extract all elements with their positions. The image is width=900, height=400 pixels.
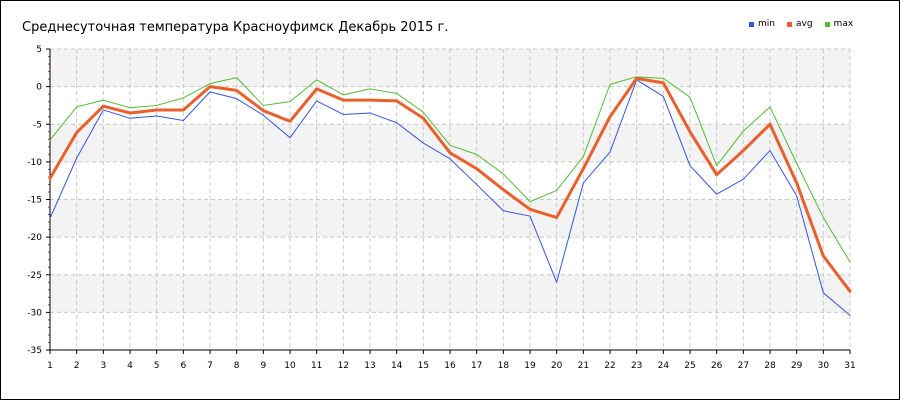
legend-label-avg: avg bbox=[795, 19, 813, 29]
legend-swatch-min bbox=[749, 21, 754, 27]
x-tick-label: 9 bbox=[260, 361, 266, 371]
x-tick-label: 1 bbox=[47, 361, 53, 371]
x-tick-label: 22 bbox=[604, 361, 615, 371]
y-tick-label: -35 bbox=[27, 346, 42, 356]
series-line-max bbox=[49, 76, 851, 263]
y-tick-label: -20 bbox=[27, 233, 42, 243]
x-tick-label: 10 bbox=[284, 361, 296, 371]
x-tick-label: 16 bbox=[444, 361, 456, 371]
y-tick-label: 5 bbox=[36, 45, 42, 55]
x-tick-label: 15 bbox=[418, 361, 429, 371]
x-tick-label: 11 bbox=[311, 361, 322, 371]
x-tick-label: 24 bbox=[658, 361, 670, 371]
legend-label-max: max bbox=[833, 19, 854, 29]
x-tick-label: 27 bbox=[738, 361, 749, 371]
x-tick-label: 28 bbox=[764, 361, 776, 371]
legend-swatch-avg bbox=[786, 21, 792, 27]
x-tick-label: 19 bbox=[524, 361, 536, 371]
x-tick-label: 14 bbox=[391, 361, 403, 371]
y-tick-label: -15 bbox=[27, 196, 42, 206]
x-tick-label: 12 bbox=[338, 361, 349, 371]
x-tick-label: 4 bbox=[127, 361, 133, 371]
x-tick-label: 26 bbox=[711, 361, 723, 371]
x-tick-label: 7 bbox=[207, 361, 213, 371]
x-tick-label: 17 bbox=[471, 361, 482, 371]
x-tick-label: 31 bbox=[844, 361, 855, 371]
x-tick-label: 13 bbox=[364, 361, 375, 371]
legend: min avg max bbox=[749, 17, 865, 31]
x-tick-label: 3 bbox=[100, 361, 106, 371]
legend-item-min: min bbox=[749, 19, 775, 29]
y-tick-label: -25 bbox=[27, 271, 42, 281]
x-tick-label: 21 bbox=[578, 361, 589, 371]
chart-title: Среднесуточная температура Красноуфимск … bbox=[22, 20, 449, 35]
x-tick-label: 20 bbox=[551, 361, 563, 371]
series-line-avg bbox=[48, 76, 852, 293]
x-tick-label: 6 bbox=[180, 361, 186, 371]
x-tick-label: 8 bbox=[234, 361, 240, 371]
legend-label-min: min bbox=[758, 19, 775, 29]
legend-swatch-max bbox=[824, 21, 830, 27]
y-tick-label: -30 bbox=[27, 308, 42, 318]
x-tick-label: 23 bbox=[631, 361, 642, 371]
x-tick-label: 5 bbox=[154, 361, 160, 371]
legend-item-avg: avg bbox=[786, 19, 813, 29]
y-tick-label: 0 bbox=[36, 83, 42, 93]
x-tick-label: 2 bbox=[74, 361, 80, 371]
x-tick-label: 30 bbox=[818, 361, 830, 371]
legend-item-max: max bbox=[824, 19, 854, 29]
series-line-min bbox=[49, 79, 851, 316]
x-tick-label: 25 bbox=[684, 361, 695, 371]
y-tick-label: -10 bbox=[27, 158, 42, 168]
x-tick-label: 29 bbox=[791, 361, 803, 371]
y-tick-label: -5 bbox=[33, 120, 42, 130]
x-tick-label: 18 bbox=[498, 361, 510, 371]
